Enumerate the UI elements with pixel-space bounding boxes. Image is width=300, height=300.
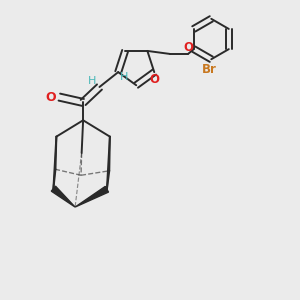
Text: O: O bbox=[183, 41, 193, 54]
Polygon shape bbox=[75, 186, 109, 207]
Text: O: O bbox=[149, 74, 159, 86]
Text: H: H bbox=[120, 73, 128, 82]
Polygon shape bbox=[51, 186, 75, 207]
Text: H: H bbox=[88, 76, 96, 86]
Text: O: O bbox=[46, 91, 56, 103]
Text: Br: Br bbox=[202, 63, 217, 76]
